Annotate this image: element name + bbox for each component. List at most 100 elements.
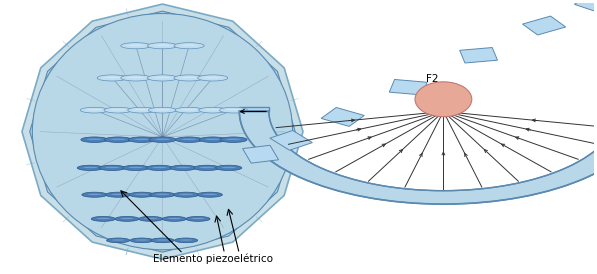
Ellipse shape (226, 139, 241, 140)
Polygon shape (389, 79, 427, 95)
Ellipse shape (91, 219, 115, 220)
Ellipse shape (106, 192, 131, 197)
Ellipse shape (219, 107, 248, 113)
Ellipse shape (176, 167, 190, 168)
Ellipse shape (81, 107, 109, 113)
Ellipse shape (97, 78, 127, 79)
Ellipse shape (149, 110, 177, 112)
Ellipse shape (175, 110, 203, 112)
Polygon shape (242, 145, 279, 163)
Ellipse shape (121, 218, 134, 219)
Ellipse shape (128, 44, 144, 46)
Ellipse shape (99, 168, 125, 169)
Ellipse shape (112, 239, 124, 241)
Ellipse shape (198, 78, 228, 79)
Ellipse shape (123, 165, 149, 170)
Ellipse shape (146, 165, 173, 170)
Ellipse shape (199, 107, 227, 113)
Ellipse shape (199, 140, 226, 141)
Ellipse shape (176, 137, 202, 142)
Ellipse shape (150, 195, 175, 196)
Ellipse shape (151, 240, 174, 241)
Ellipse shape (198, 75, 228, 81)
Ellipse shape (128, 107, 156, 113)
Ellipse shape (168, 218, 181, 219)
Polygon shape (460, 47, 497, 63)
Ellipse shape (174, 238, 198, 243)
Ellipse shape (186, 219, 210, 220)
Ellipse shape (87, 109, 102, 110)
Polygon shape (522, 16, 566, 35)
Ellipse shape (162, 219, 186, 220)
Ellipse shape (149, 137, 176, 142)
Ellipse shape (155, 109, 170, 110)
Ellipse shape (199, 137, 226, 142)
Ellipse shape (179, 194, 193, 195)
Ellipse shape (204, 77, 221, 78)
Ellipse shape (174, 78, 204, 79)
Ellipse shape (134, 139, 149, 140)
Ellipse shape (216, 168, 242, 169)
Ellipse shape (77, 168, 103, 169)
Ellipse shape (199, 110, 227, 112)
Ellipse shape (130, 240, 153, 241)
Ellipse shape (205, 109, 220, 110)
Ellipse shape (146, 168, 173, 169)
Polygon shape (239, 107, 269, 112)
Ellipse shape (154, 44, 171, 46)
Ellipse shape (130, 238, 153, 243)
Ellipse shape (87, 139, 102, 140)
Ellipse shape (99, 165, 125, 170)
Ellipse shape (220, 140, 247, 141)
Ellipse shape (147, 43, 177, 49)
Ellipse shape (156, 239, 169, 241)
Ellipse shape (197, 195, 222, 196)
Ellipse shape (186, 216, 210, 221)
Ellipse shape (180, 239, 192, 241)
Ellipse shape (174, 46, 204, 47)
Ellipse shape (176, 140, 202, 141)
Text: F2: F2 (426, 75, 438, 84)
Ellipse shape (174, 240, 198, 241)
Ellipse shape (151, 238, 174, 243)
Ellipse shape (82, 195, 107, 196)
Ellipse shape (104, 107, 132, 113)
Ellipse shape (104, 137, 132, 142)
Ellipse shape (199, 167, 214, 168)
Ellipse shape (136, 239, 148, 241)
Ellipse shape (135, 194, 149, 195)
Ellipse shape (32, 13, 293, 250)
Ellipse shape (139, 216, 163, 221)
Ellipse shape (129, 192, 155, 197)
Ellipse shape (123, 168, 149, 169)
Ellipse shape (128, 110, 156, 112)
Ellipse shape (191, 218, 205, 219)
Ellipse shape (219, 110, 248, 112)
Ellipse shape (220, 137, 247, 142)
Ellipse shape (181, 77, 198, 78)
Ellipse shape (110, 139, 125, 140)
Ellipse shape (121, 43, 151, 49)
Ellipse shape (81, 137, 108, 142)
Ellipse shape (174, 192, 199, 197)
Ellipse shape (181, 139, 196, 140)
Ellipse shape (115, 216, 139, 221)
Polygon shape (270, 130, 312, 150)
Ellipse shape (115, 219, 139, 220)
Ellipse shape (88, 194, 101, 195)
Ellipse shape (203, 194, 217, 195)
Ellipse shape (129, 195, 155, 196)
Ellipse shape (415, 82, 472, 117)
Ellipse shape (91, 216, 115, 221)
Ellipse shape (226, 109, 241, 110)
Polygon shape (574, 0, 597, 12)
Ellipse shape (147, 75, 177, 81)
Ellipse shape (150, 192, 175, 197)
Ellipse shape (139, 219, 163, 220)
Ellipse shape (170, 168, 196, 169)
Ellipse shape (194, 165, 220, 170)
Ellipse shape (134, 109, 149, 110)
Ellipse shape (181, 44, 198, 46)
Ellipse shape (106, 240, 130, 241)
Ellipse shape (149, 107, 177, 113)
